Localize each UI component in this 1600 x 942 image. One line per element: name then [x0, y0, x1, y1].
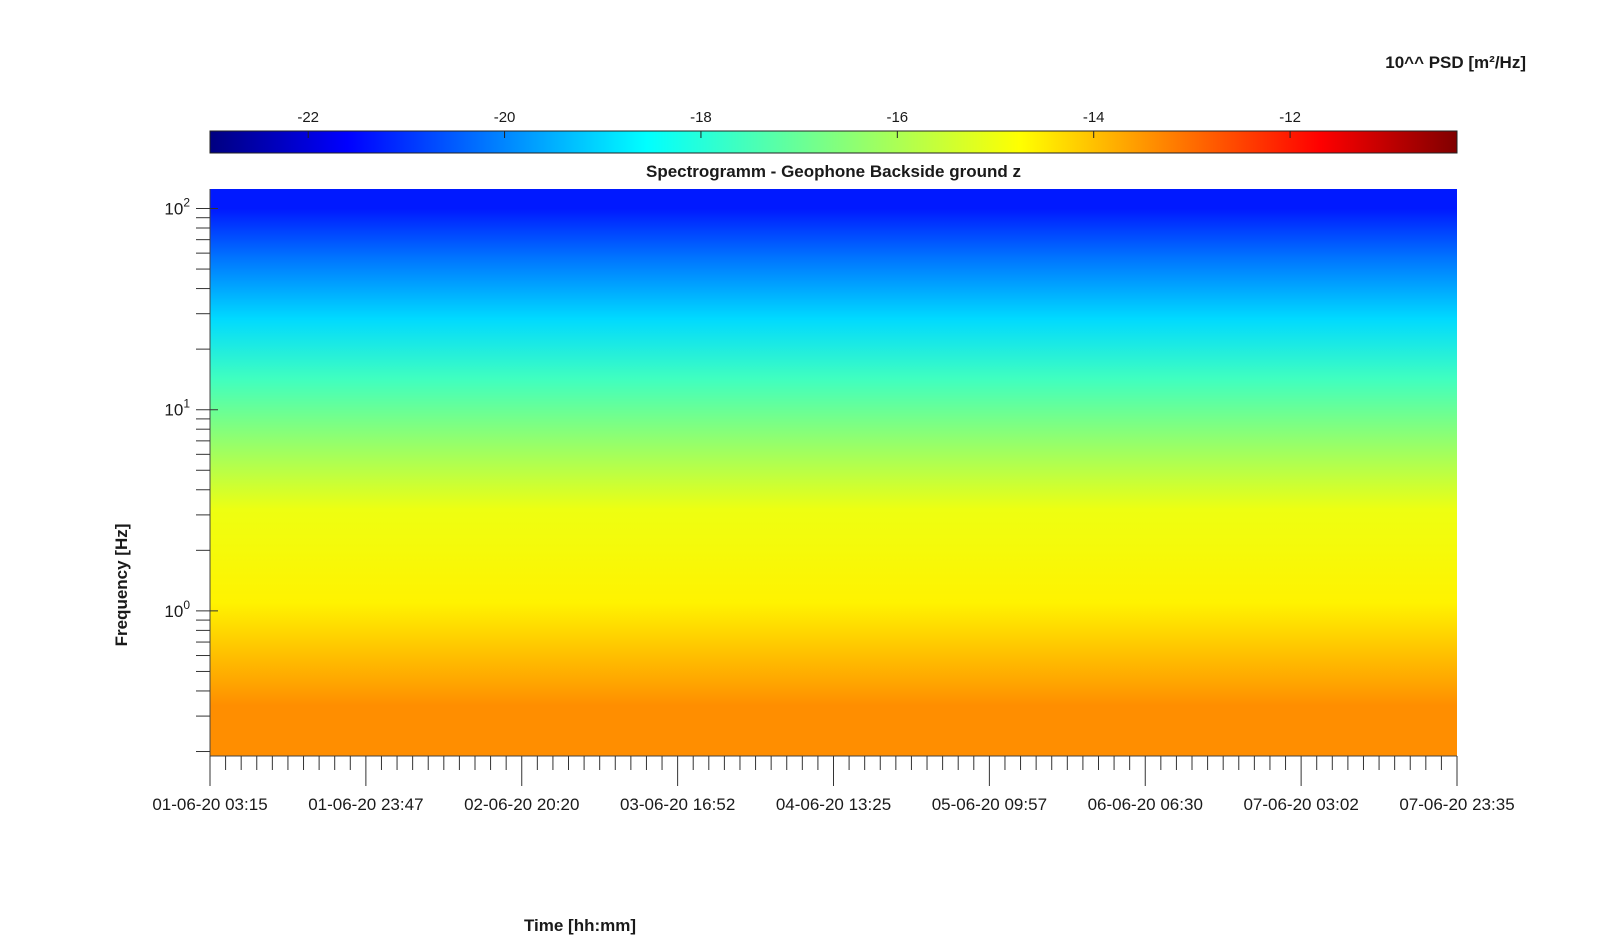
colorbar-tick-label: -16 [886, 109, 908, 126]
colorbar-title: 10^^ PSD [m²/Hz] [1385, 53, 1526, 72]
colorbar: -22 -20 -18 -16 -14 -12 [209, 109, 1458, 154]
colorbar-tick-label: -22 [297, 109, 319, 126]
x-axis-label: Time [hh:mm] [523, 916, 637, 935]
colorbar-tick-label: -18 [690, 109, 712, 126]
x-tick-label: 01-06-20 23:47 [308, 795, 423, 814]
chart-title: Spectrogramm - Geophone Backside ground … [645, 162, 1021, 181]
x-tick-label: 02-06-20 20:20 [464, 795, 579, 814]
y-tick-label: 101 [164, 397, 190, 420]
spectrogram-image [210, 189, 1457, 756]
x-tick-label: 03-06-20 16:52 [620, 795, 735, 814]
x-tick-label: 06-06-20 06:30 [1088, 795, 1203, 814]
colorbar-tick-label: -12 [1279, 109, 1301, 126]
y-tick-label: 102 [164, 195, 190, 218]
colorbar-tick-label: -14 [1083, 109, 1105, 126]
y-tick-label: 100 [164, 598, 190, 621]
x-tick-label: 01-06-20 03:15 [152, 795, 267, 814]
colorbar-scale [209, 130, 1458, 154]
x-tick-label: 04-06-20 13:25 [776, 795, 891, 814]
colorbar-tick-label: -20 [494, 109, 516, 126]
x-tick-label: 05-06-20 09:57 [932, 795, 1047, 814]
x-tick-label: 07-06-20 23:35 [1399, 795, 1514, 814]
x-tick-label: 07-06-20 03:02 [1243, 795, 1358, 814]
